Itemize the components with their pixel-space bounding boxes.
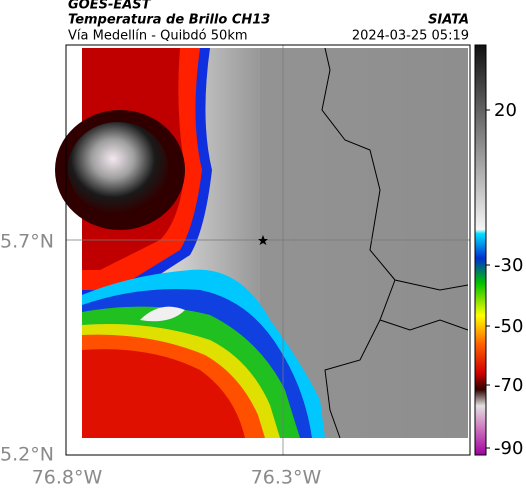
lon-label: 76.3°W [251, 467, 322, 489]
satellite-image [55, 45, 470, 455]
colorbar-label: -30 [494, 255, 523, 276]
colorbar-ticks [486, 109, 490, 449]
colorbar-label: -90 [494, 438, 523, 459]
lat-label: 5.2°N [0, 444, 54, 466]
title: Temperatura de Brillo CH13 [68, 13, 270, 28]
lat-label: 5.7°N [0, 231, 54, 253]
subtitle: Vía Medellín - Quibdó 50km [68, 29, 248, 44]
colorbar-label: -50 [494, 316, 523, 337]
brand: SIATA [428, 13, 469, 28]
map-frame [65, 44, 471, 456]
colorbar-label: -70 [494, 375, 523, 396]
colorbar [474, 44, 487, 456]
source: GOES-EAST [68, 0, 152, 13]
timestamp: 2024-03-25 05:19 [352, 29, 469, 44]
lon-label: 76.8°W [32, 467, 103, 489]
colorbar-label: 20 [494, 100, 517, 121]
